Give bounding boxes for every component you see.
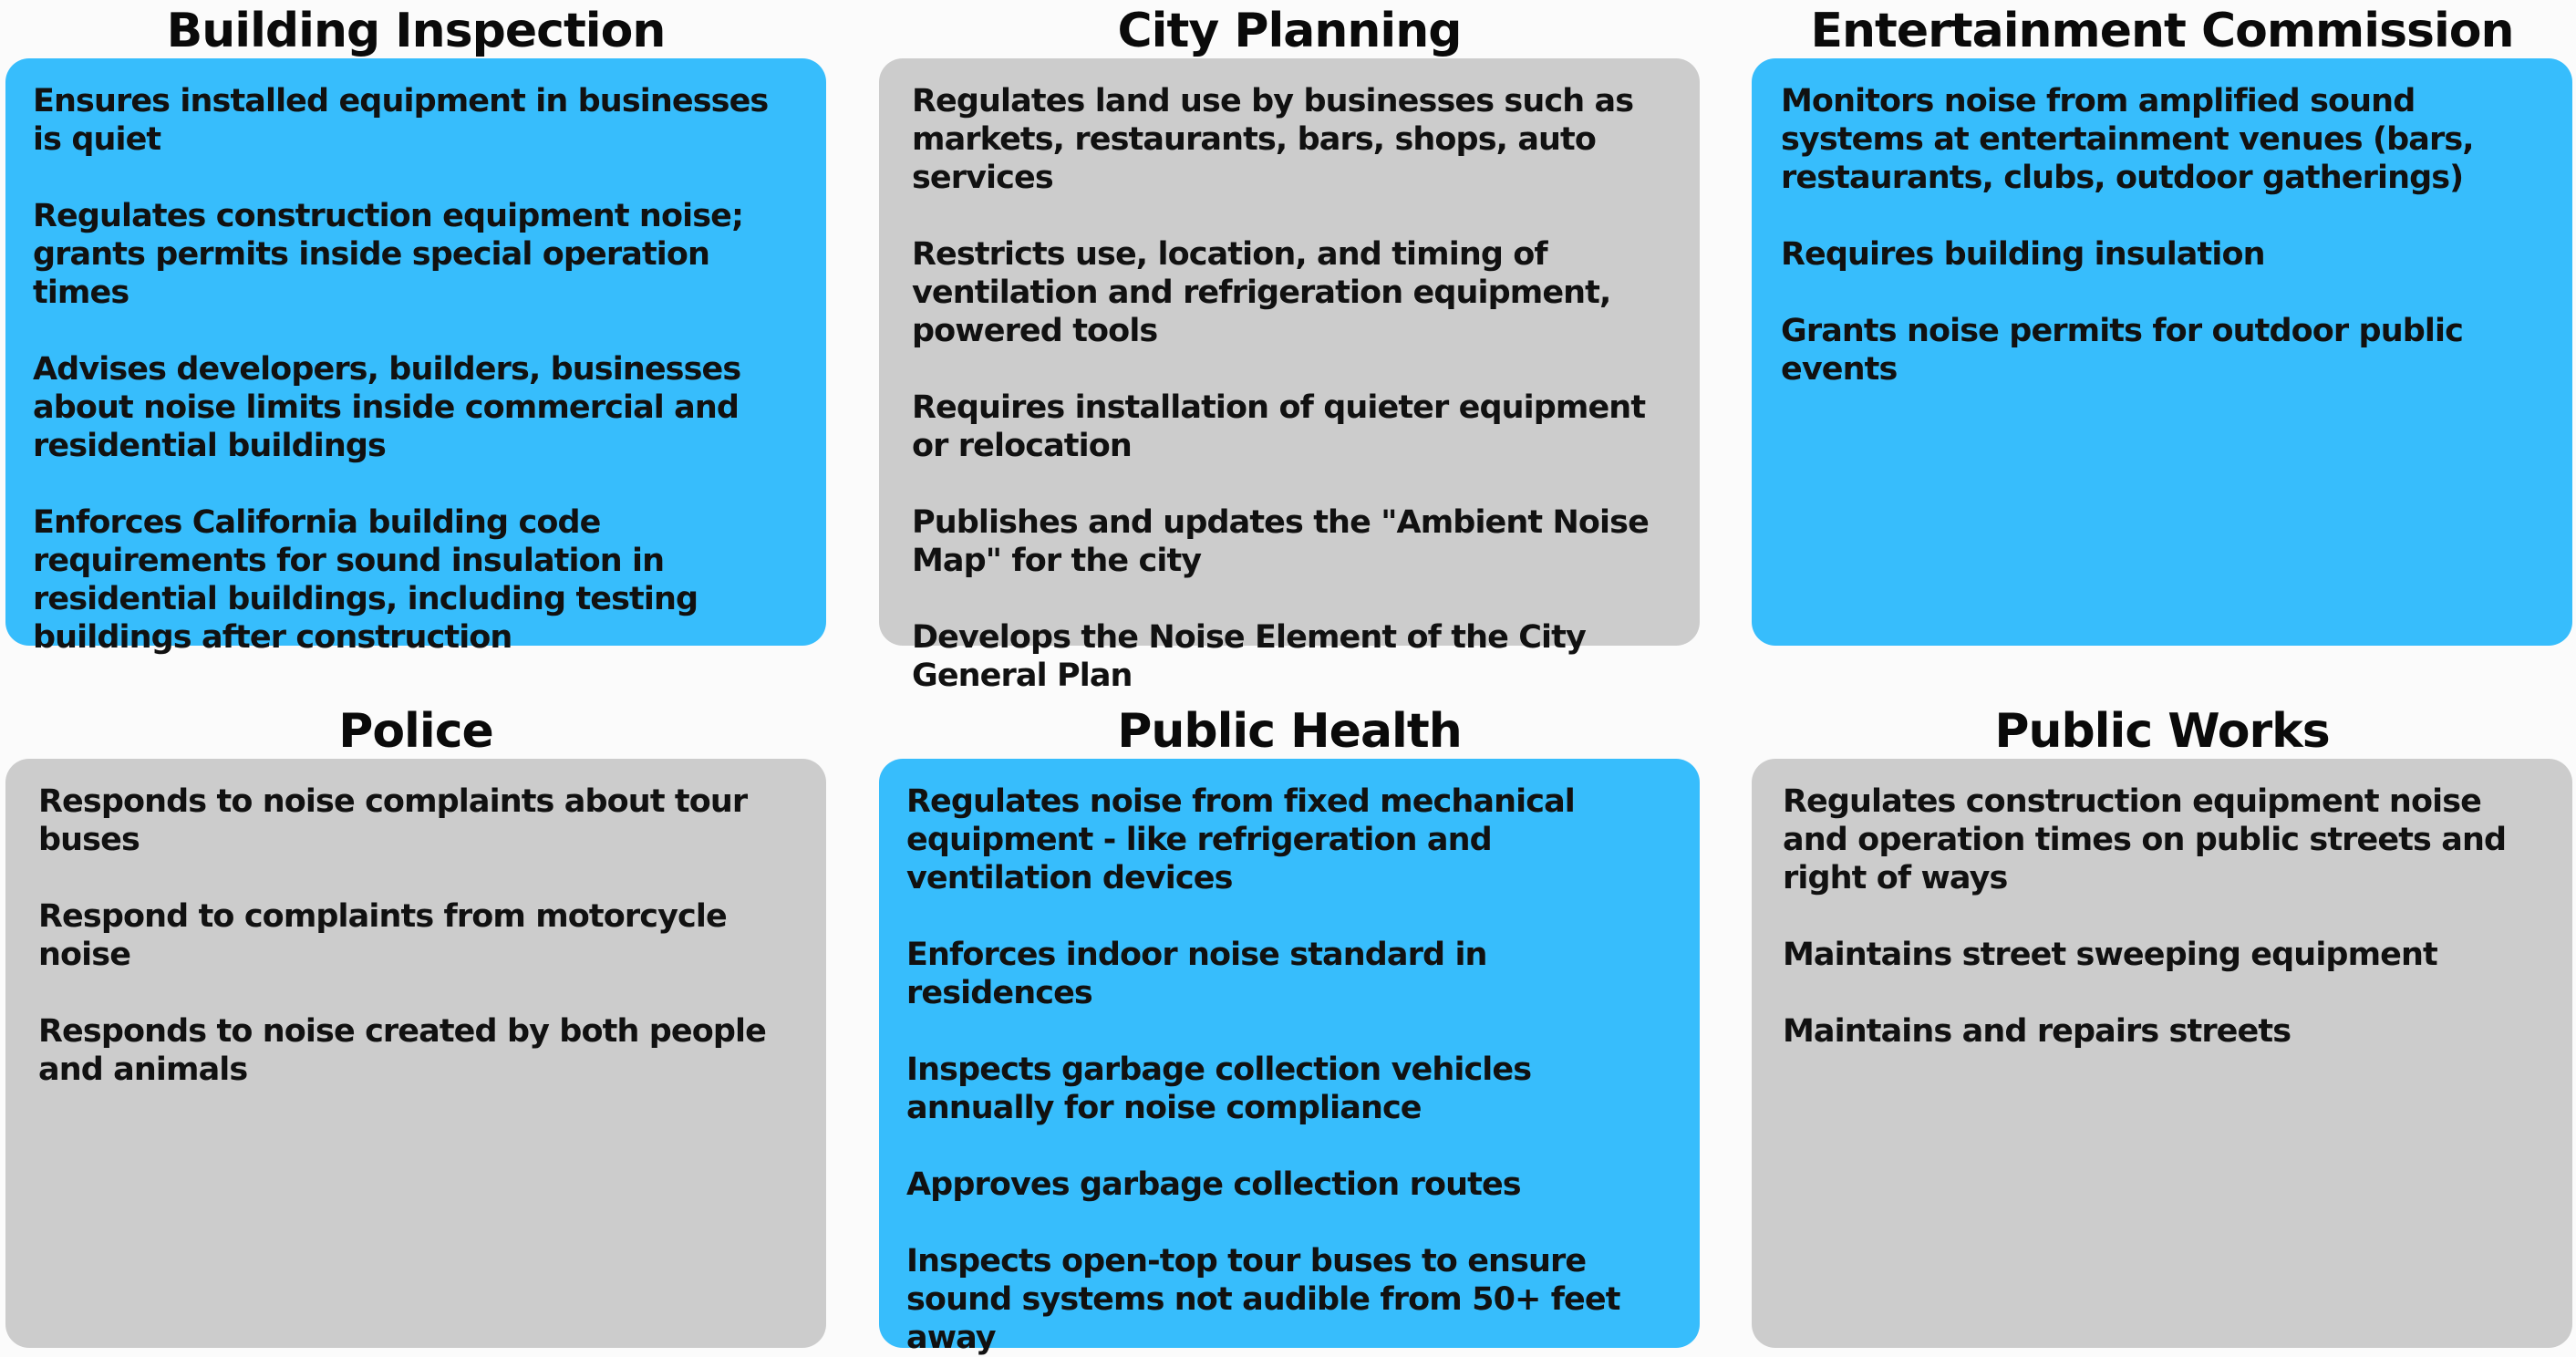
list-item: Enforces California building code requir… — [33, 504, 698, 656]
panel-title: Public Health — [1117, 704, 1463, 759]
list-item: Respond to complaints from motorcycle no… — [38, 898, 728, 973]
responsibilities-card: Responds to noise complaints about tour … — [5, 759, 826, 1348]
list-item: Requires building insulation — [1781, 236, 2266, 273]
panel-title: Entertainment Commission — [1810, 4, 2514, 58]
list-item: Advises developers, builders, businesses… — [33, 351, 741, 464]
responsibilities-card: Monitors noise from amplified sound syst… — [1752, 58, 2572, 646]
list-item: Regulates construction equipment noise; … — [33, 198, 744, 311]
list-item: Regulates construction equipment noise a… — [1783, 783, 2507, 896]
responsibilities-card: Regulates noise from fixed mechanical eq… — [879, 759, 1700, 1356]
responsibilities-card: Regulates land use by businesses such as… — [879, 58, 1700, 694]
panel-title: Building Inspection — [166, 4, 667, 58]
list-item: Regulates noise from fixed mechanical eq… — [906, 783, 1576, 896]
list-item: Inspects open-top tour buses to ensure s… — [906, 1243, 1620, 1356]
list-item: Ensures installed equipment in businesse… — [33, 83, 769, 158]
list-item: Develops the Noise Element of the City G… — [912, 619, 1587, 694]
list-item: Approves garbage collection routes — [906, 1166, 1522, 1203]
list-item: Maintains street sweeping equipment — [1783, 937, 2438, 973]
panel-title: Police — [338, 704, 494, 759]
list-item: Inspects garbage collection vehicles ann… — [906, 1051, 1532, 1126]
list-item: Grants noise permits for outdoor public … — [1781, 313, 2464, 388]
list-item: Publishes and updates the "Ambient Noise… — [912, 504, 1650, 579]
list-item: Responds to noise created by both people… — [38, 1013, 767, 1088]
responsibilities-card: Ensures installed equipment in businesse… — [5, 58, 826, 656]
list-item: Regulates land use by businesses such as… — [912, 83, 1634, 196]
list-item: Maintains and repairs streets — [1783, 1013, 2292, 1050]
list-item: Enforces indoor noise standard in reside… — [906, 937, 1487, 1011]
panel-title: Public Works — [1994, 704, 2330, 759]
list-item: Responds to noise complaints about tour … — [38, 783, 748, 858]
list-item: Requires installation of quieter equipme… — [912, 389, 1646, 464]
panel-title: City Planning — [1117, 4, 1463, 58]
list-item: Restricts use, location, and timing of v… — [912, 236, 1611, 349]
list-item: Monitors noise from amplified sound syst… — [1781, 83, 2475, 196]
responsibilities-card: Regulates construction equipment noise a… — [1752, 759, 2572, 1348]
